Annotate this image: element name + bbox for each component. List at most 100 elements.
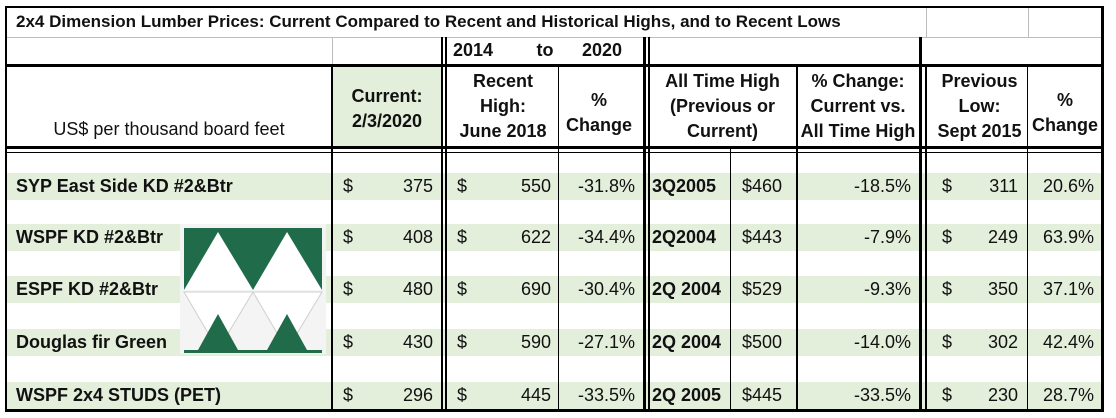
currency-symbol: $ — [343, 227, 354, 247]
ath-price: $443 — [742, 227, 783, 247]
previous-low-price: 311 — [989, 176, 1018, 196]
current-price: 375 — [402, 176, 433, 196]
pct-change-header-line: % — [590, 90, 607, 110]
previous-low-price: 302 — [987, 332, 1018, 352]
recent-high-header: Recent High: June 2018 — [447, 66, 559, 146]
col-sep — [445, 37, 447, 410]
pct-vs-ath: -18.5% — [853, 176, 911, 196]
currency-symbol: $ — [942, 332, 953, 352]
recent-high-header-line: Recent — [472, 70, 534, 91]
ath-period: 2Q 2004 — [652, 332, 722, 352]
current-price: 408 — [402, 227, 433, 247]
col-sep — [919, 37, 922, 410]
ath-header-line: All Time High — [665, 70, 780, 91]
row-name: WSPF 2x4 STUDS (PET) — [16, 385, 222, 405]
previous-low-header-line: Previous — [941, 70, 1018, 91]
table-title: 2x4 Dimension Lumber Prices: Current Com… — [16, 12, 841, 31]
previous-low-price: 249 — [987, 227, 1018, 247]
border-right — [1101, 6, 1104, 412]
units-label: US$ per thousand board feet — [53, 118, 285, 139]
pct-vs-ath-header-line: All Time High — [800, 120, 916, 141]
col-sep — [1027, 66, 1028, 410]
currency-symbol: $ — [457, 227, 468, 247]
pct-vs-ath-header-line: % Change: — [811, 70, 905, 91]
pct-vs-low: 28.7% — [1042, 385, 1094, 405]
year-to-word: to — [536, 40, 554, 60]
row-name: WSPF KD #2&Btr — [16, 227, 164, 247]
pct-vs-ath: -33.5% — [853, 385, 911, 405]
ath-header-line: (Previous or — [669, 95, 776, 116]
recent-high-header-line: June 2018 — [459, 120, 547, 141]
recent-high-price: 690 — [520, 279, 551, 299]
col-sep — [648, 37, 650, 410]
currency-symbol: $ — [457, 332, 468, 352]
pct-vs-low-header-line: Change — [1031, 115, 1098, 135]
ath-period: 3Q2005 — [652, 176, 717, 196]
col-sep — [796, 66, 798, 410]
header-top-border — [6, 64, 1102, 67]
col-sep — [441, 37, 443, 410]
currency-symbol: $ — [457, 385, 468, 405]
row-name: ESPF KD #2&Btr — [16, 279, 159, 299]
ath-period: 2Q2004 — [652, 227, 717, 247]
ath-price: $529 — [742, 279, 783, 299]
recent-high-price: 550 — [520, 176, 551, 196]
currency-symbol: $ — [942, 385, 953, 405]
border-bottom — [6, 409, 1102, 412]
pct-vs-ath-header: % Change: Current vs. All Time High — [797, 66, 919, 146]
pct-vs-ath-header-line: Current vs. — [810, 95, 906, 116]
border-top — [6, 6, 1102, 8]
currency-symbol: $ — [343, 176, 354, 196]
ath-price: $460 — [742, 176, 783, 196]
recent-high-price: 590 — [520, 332, 551, 352]
pct-vs-ath: -14.0% — [853, 332, 911, 352]
col-sep — [730, 149, 731, 410]
pct-vs-low: 63.9% — [1042, 227, 1094, 247]
previous-low-price: 350 — [987, 279, 1018, 299]
pct-change-header: % Change — [559, 80, 639, 146]
pct-vs-low: 20.6% — [1042, 176, 1094, 196]
currency-symbol: $ — [942, 176, 953, 196]
pct-change: -33.5% — [577, 385, 635, 405]
row-name: Douglas fir Green — [16, 332, 168, 352]
ath-period: 2Q 2004 — [652, 279, 722, 299]
all-time-high-header: All Time High (Previous or Current) — [650, 66, 795, 146]
recent-high-header-line: High: — [480, 95, 526, 116]
currency-symbol: $ — [942, 279, 953, 299]
ath-price: $500 — [742, 332, 783, 352]
year-to: 2020 — [581, 40, 623, 60]
pct-vs-ath: -9.3% — [863, 279, 911, 299]
current-price: 430 — [402, 332, 433, 352]
pct-change: -30.4% — [577, 279, 635, 299]
recent-high-price: 445 — [520, 385, 551, 405]
previous-low-header-line: Sept 2015 — [937, 120, 1022, 141]
col-sep — [558, 66, 559, 410]
currency-symbol: $ — [343, 385, 354, 405]
previous-low-header-line: Low: — [958, 95, 1001, 116]
current-header-line: Current: — [351, 86, 423, 106]
currency-symbol: $ — [457, 279, 468, 299]
grid-line — [926, 7, 927, 37]
currency-symbol: $ — [343, 332, 354, 352]
current-header-band — [333, 66, 441, 146]
col-sep — [925, 66, 927, 410]
row-name: SYP East Side KD #2&Btr — [16, 176, 233, 196]
currency-symbol: $ — [457, 176, 468, 196]
currency-symbol: $ — [343, 279, 354, 299]
current-price: 480 — [402, 279, 433, 299]
year-from: 2014 — [452, 40, 494, 60]
header-double-border — [6, 152, 1102, 153]
previous-low-price: 230 — [987, 385, 1018, 405]
pct-change: -31.8% — [577, 176, 635, 196]
pct-vs-low: 42.4% — [1042, 332, 1094, 352]
recent-high-price: 622 — [520, 227, 551, 247]
border-left — [5, 6, 7, 412]
pct-vs-low: 37.1% — [1042, 279, 1094, 299]
pct-vs-ath: -7.9% — [863, 227, 911, 247]
pct-vs-low-header-line: % — [1056, 90, 1073, 110]
col-sep — [331, 66, 333, 410]
currency-symbol: $ — [942, 227, 953, 247]
previous-low-header: Previous Low: Sept 2015 — [932, 66, 1027, 146]
header-bottom-border — [6, 146, 1102, 149]
